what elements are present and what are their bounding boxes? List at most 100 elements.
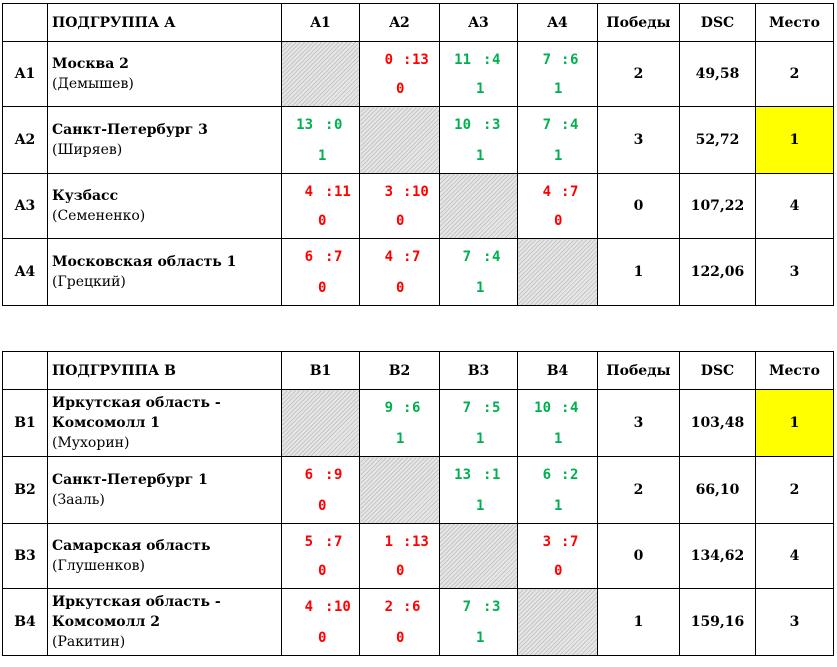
dsc-value: 66,10: [679, 456, 756, 524]
score-opponent: 13: [412, 52, 429, 68]
match-result: 3:10 0: [359, 173, 440, 239]
score-own: 7: [542, 117, 551, 133]
score-own: 9: [384, 400, 393, 416]
score-separator: :: [403, 184, 412, 200]
place-value: 1: [755, 389, 834, 457]
score-opponent: 4: [492, 52, 501, 68]
score-separator: :: [403, 52, 412, 68]
score-own: 10: [454, 117, 471, 133]
match-points: 0: [318, 213, 327, 229]
subgroup-a-table: ПОДГРУППА А A1 A2 A3 A4 Победы DSC Место A1 Москв…: [2, 3, 834, 306]
match-result: 11:4 1: [439, 41, 518, 107]
score-own: 4: [542, 184, 551, 200]
diagonal-cell: [281, 389, 360, 457]
team-code: A2: [2, 106, 48, 174]
score-own: 11: [454, 52, 471, 68]
place-value: 4: [755, 523, 834, 589]
team-code: A1: [2, 41, 48, 107]
score-own: 7: [462, 249, 471, 265]
column-header-b1: B1: [281, 351, 360, 390]
place-header: Место: [755, 3, 834, 42]
column-header-b2: B2: [359, 351, 440, 390]
diagonal-cell: [359, 106, 440, 174]
score-separator: :: [325, 467, 334, 483]
subgroup-title: ПОДГРУППА А: [47, 3, 282, 42]
score-own: 7: [462, 599, 471, 615]
wins-header: Победы: [597, 351, 680, 390]
team-name: Москва 2: [52, 56, 129, 72]
column-header-b4: B4: [517, 351, 598, 390]
place-value: 3: [755, 588, 834, 656]
team-captain: (Зааль): [52, 492, 105, 508]
wins-value: 1: [597, 238, 680, 306]
score-own: 5: [304, 534, 313, 550]
score-own: 13: [454, 467, 471, 483]
column-header-a4: A4: [517, 3, 598, 42]
team-code: B3: [2, 523, 48, 589]
match-points: 1: [476, 630, 485, 646]
dsc-value: 107,22: [679, 173, 756, 239]
column-header-a2: A2: [359, 3, 440, 42]
score-own: 13: [296, 117, 313, 133]
match-result: 13:1 1: [439, 456, 518, 524]
score-opponent: 1: [492, 467, 501, 483]
score-separator: :: [561, 467, 570, 483]
score-separator: :: [561, 52, 570, 68]
team-captain: (Грецкий): [52, 274, 126, 290]
team-cell: Самарская область (Глушенков): [47, 523, 282, 589]
score-separator: :: [561, 117, 570, 133]
wins-value: 2: [597, 456, 680, 524]
header-row: ПОДГРУППА А A1 A2 A3 A4 Победы DSC Место: [2, 3, 834, 42]
score-separator: :: [483, 117, 492, 133]
match-points: 1: [396, 431, 405, 447]
score-opponent: 3: [492, 117, 501, 133]
team-cell: Санкт-Петербург 1 (Зааль): [47, 456, 282, 524]
score-opponent: 7: [334, 249, 343, 265]
match-points: 0: [396, 213, 405, 229]
match-points: 0: [396, 81, 405, 97]
team-code: B4: [2, 588, 48, 656]
team-name: Московская область 1: [52, 254, 237, 270]
match-points: 1: [476, 280, 485, 296]
score-own: 6: [542, 467, 551, 483]
match-result: 4:11 0: [281, 173, 360, 239]
score-own: 7: [462, 400, 471, 416]
team-name: Кузбасс: [52, 188, 119, 204]
score-separator: :: [325, 249, 334, 265]
score-opponent: 6: [412, 400, 421, 416]
match-points: 0: [396, 630, 405, 646]
team-code: A3: [2, 173, 48, 239]
match-points: 0: [554, 563, 563, 579]
diagonal-cell: [281, 41, 360, 107]
match-points: 1: [476, 498, 485, 514]
team-row: A4 Московская область 1 (Грецкий) 6:7 0 4:7 0 7…: [2, 238, 834, 306]
team-name: Иркутская область - Комсомолл 1: [52, 395, 221, 431]
score-opponent: 3: [492, 599, 501, 615]
team-row: A1 Москва 2 (Демышев) 0:13 0 11:4 1 7:6 1 2 49,58 2: [2, 41, 834, 107]
match-points: 1: [318, 148, 327, 164]
score-own: 3: [384, 184, 393, 200]
diagonal-cell: [439, 173, 518, 239]
wins-value: 0: [597, 173, 680, 239]
score-opponent: 13: [412, 534, 429, 550]
match-points: 0: [318, 280, 327, 296]
match-points: 1: [554, 431, 563, 447]
dsc-header: DSC: [679, 3, 756, 42]
dsc-value: 134,62: [679, 523, 756, 589]
dsc-value: 122,06: [679, 238, 756, 306]
corner-cell: [2, 351, 48, 390]
team-cell: Московская область 1 (Грецкий): [47, 238, 282, 306]
wins-value: 0: [597, 523, 680, 589]
score-own: 4: [304, 599, 313, 615]
diagonal-cell: [517, 588, 598, 656]
score-opponent: 6: [412, 599, 421, 615]
place-value: 4: [755, 173, 834, 239]
match-result: 10:3 1: [439, 106, 518, 174]
team-cell: Иркутская область - Комсомолл 2 (Ракитин): [47, 588, 282, 656]
